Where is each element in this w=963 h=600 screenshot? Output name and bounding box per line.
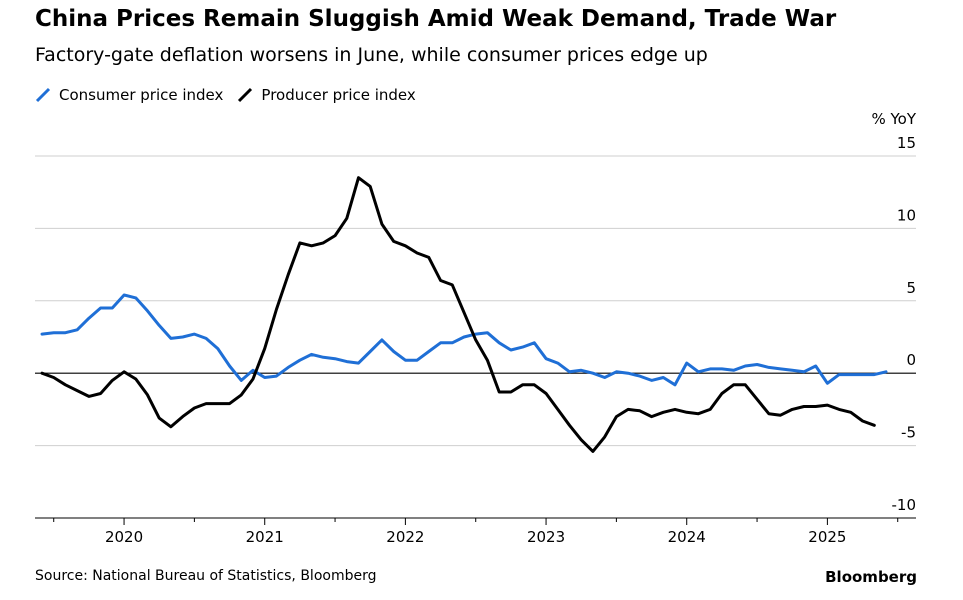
series-line-cpi — [40, 293, 888, 387]
x-tick-label-2023: 2023 — [527, 528, 565, 546]
y-tick-label-10: 10 — [897, 206, 916, 224]
y-axis-unit-label: % YoY — [871, 110, 916, 128]
x-tick-label-2021: 2021 — [246, 528, 284, 546]
legend-label-cpi: Consumer price index — [59, 86, 224, 104]
legend-item-ppi: Producer price index — [237, 86, 416, 104]
x-tick-labels: 2020 2021 2022 2023 2024 2025 — [105, 528, 847, 546]
legend-swatch-cpi — [35, 87, 51, 103]
x-tick-label-2025: 2025 — [808, 528, 846, 546]
x-tick-label-2024: 2024 — [668, 528, 706, 546]
y-tick-label-0: 0 — [906, 351, 916, 369]
series-lines — [40, 176, 888, 453]
x-tick-label-2020: 2020 — [105, 528, 143, 546]
y-tick-label-5: 5 — [906, 279, 916, 297]
legend-label-ppi: Producer price index — [261, 86, 416, 104]
brand-logo-text: Bloomberg — [825, 568, 917, 586]
legend-item-cpi: Consumer price index — [35, 86, 223, 104]
series-line-ppi — [40, 176, 876, 453]
y-tick-label--10: -10 — [892, 496, 917, 514]
chart-title: China Prices Remain Sluggish Amid Weak D… — [35, 6, 837, 32]
x-tick-label-2022: 2022 — [386, 528, 424, 546]
source-note: Source: National Bureau of Statistics, B… — [35, 568, 377, 584]
x-axis — [35, 517, 916, 525]
legend: Consumer price index Producer price inde… — [35, 86, 430, 104]
y-tick-label--5: -5 — [901, 424, 916, 442]
chart-subtitle: Factory-gate deflation worsens in June, … — [35, 44, 708, 66]
y-tick-label-15: 15 — [897, 134, 916, 152]
y-tick-labels: 15 10 5 0 -5 -10 — [892, 134, 917, 514]
legend-swatch-ppi — [238, 87, 253, 103]
